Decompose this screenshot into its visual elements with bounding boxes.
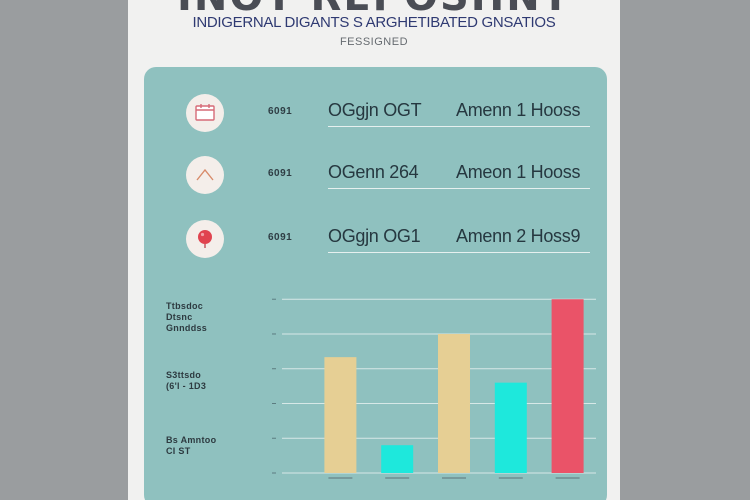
calendar-icon [186,94,224,132]
bar [324,357,357,473]
page-subtitle-secondary: FESSIGNED [339,36,409,48]
row-value: OGgjn OGT [328,100,422,120]
stat-row: 6091 OGgjn OGT Amenn 1 Hooss [144,90,607,140]
bar [494,382,527,473]
stat-row: 6091 OGenn 264 Ameon 1 Hooss [144,152,607,202]
side-label: S3ttsdo (6'l - 1D3 [166,370,207,391]
row-code: 6091 [268,232,293,243]
row-code: 6091 [268,106,293,117]
chevron-up-icon [186,156,224,194]
row-detail: Ameon 1 Hooss [456,162,581,182]
row-divider [328,252,590,253]
info-card: 6091 OGgjn OGT Amenn 1 Hooss 6091 OGenn … [144,67,607,500]
poster: INOT REPOSHNT INDIGERNAL DIGANTS S ARGHE… [128,0,620,500]
row-divider [328,126,590,127]
side-label: Ttbsdoc Dtsnc Gnnddss [166,301,208,333]
bar [551,299,584,473]
page-subtitle: INDIGERNAL DIGANTS S ARGHETIBATED GNSATI… [192,14,556,31]
balloon-icon [186,220,224,258]
side-label: Bs Amntoo CI ST [166,435,217,456]
row-divider [328,188,590,189]
row-detail: Amenn 1 Hooss [456,100,581,120]
row-value: OGenn 264 [328,162,419,182]
stat-row: 6091 OGgjn OG1 Amenn 2 Hoss9 [144,216,607,266]
bar-chart [272,298,596,479]
page-title: INOT REPOSHNT [128,0,620,20]
bar [381,445,414,473]
bar [438,333,470,473]
row-code: 6091 [268,168,293,179]
row-value: OGgjn OG1 [328,226,421,246]
row-detail: Amenn 2 Hoss9 [456,226,581,246]
